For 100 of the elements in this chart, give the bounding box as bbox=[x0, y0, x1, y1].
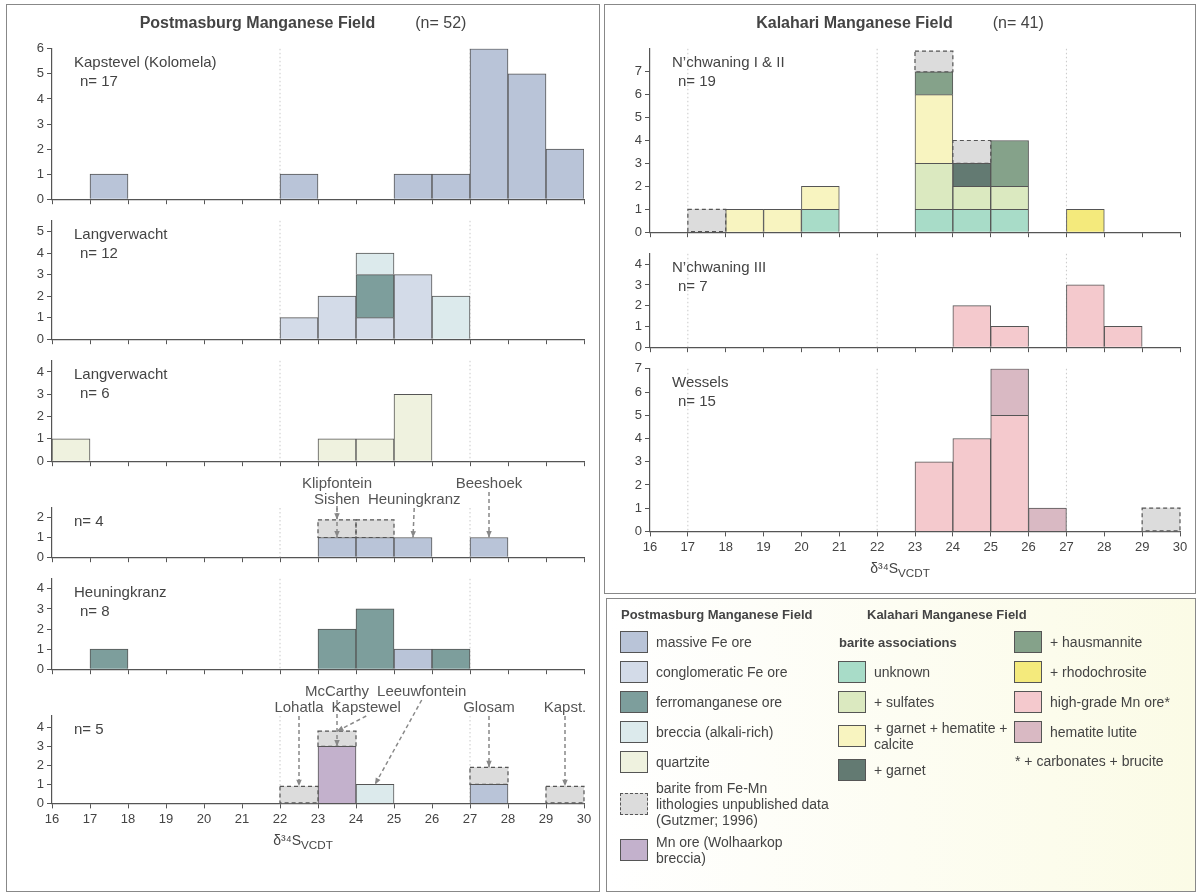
legend-label: + rhodochrosite bbox=[1050, 664, 1147, 680]
x-tick-label: 25 bbox=[386, 810, 402, 826]
y-tick-label: 1 bbox=[634, 200, 642, 216]
legend-label: ferromanganese ore bbox=[656, 694, 783, 710]
annotation: Klipfontein bbox=[301, 474, 373, 491]
y-tick-label: 3 bbox=[36, 737, 44, 753]
y-tick-label: 0 bbox=[36, 548, 44, 564]
y-tick-label: 5 bbox=[634, 406, 642, 422]
annotation: n= 17 bbox=[80, 71, 118, 89]
y-tick-label: 4 bbox=[36, 580, 44, 596]
y-tick-label: 1 bbox=[36, 640, 44, 656]
y-tick-label: 2 bbox=[36, 620, 44, 636]
annotation: Langverwacht bbox=[74, 224, 169, 242]
x-tick-label: 18 bbox=[120, 810, 136, 826]
annotation: McCarthy bbox=[304, 682, 370, 699]
y-tick-label: 4 bbox=[36, 718, 44, 734]
x-tick-label: 28 bbox=[500, 810, 516, 826]
annotation: n= 4 bbox=[74, 512, 104, 529]
legend-label: breccia (alkali-rich) bbox=[656, 724, 774, 740]
y-tick-label: 7 bbox=[634, 360, 642, 376]
y-tick-label: 2 bbox=[634, 476, 642, 492]
y-tick-label: 2 bbox=[36, 140, 44, 156]
y-tick-label: 0 bbox=[36, 330, 44, 346]
x-tick-label: 27 bbox=[462, 810, 478, 826]
y-tick-label: 4 bbox=[36, 90, 44, 106]
annotation: Heuningkranz bbox=[74, 582, 167, 600]
x-tick-label: 19 bbox=[756, 538, 771, 554]
annotation: Kapstewel bbox=[331, 698, 401, 715]
y-tick-label: 2 bbox=[36, 408, 44, 424]
y-tick-label: 0 bbox=[36, 660, 44, 676]
x-tick-label: 30 bbox=[576, 810, 592, 826]
y-tick-label: 1 bbox=[36, 529, 44, 545]
x-tick-label: 29 bbox=[1134, 538, 1150, 554]
y-tick-label: 0 bbox=[36, 794, 44, 810]
x-tick-label: 23 bbox=[310, 810, 326, 826]
y-tick-label: 3 bbox=[634, 155, 642, 170]
y-tick-label: 3 bbox=[36, 385, 44, 401]
y-tick-label: 2 bbox=[36, 756, 44, 772]
y-tick-label: 1 bbox=[634, 318, 642, 334]
x-tick-label: 24 bbox=[945, 538, 961, 554]
x-tick-label: 26 bbox=[1021, 538, 1036, 554]
legend-label: + hausmannite bbox=[1050, 634, 1143, 650]
x-tick-label: 23 bbox=[907, 538, 923, 554]
chart-title: Postmasburg Manganese Field bbox=[139, 14, 376, 31]
y-tick-label: 4 bbox=[634, 255, 642, 271]
x-tick-label: 24 bbox=[348, 810, 364, 826]
y-tick-label: 6 bbox=[634, 86, 642, 102]
y-tick-label: 0 bbox=[634, 338, 642, 354]
y-tick-label: 0 bbox=[634, 223, 642, 239]
y-tick-label: 6 bbox=[634, 383, 642, 399]
annotation: N’chwaning I & II bbox=[672, 52, 785, 70]
annotation: Lohatla bbox=[274, 698, 325, 715]
annotation: n= 12 bbox=[80, 243, 118, 261]
x-tick-label: 27 bbox=[1059, 538, 1074, 554]
annotation: Leeuwfontein bbox=[377, 682, 467, 699]
x-tick-label: 22 bbox=[869, 538, 885, 554]
y-tick-label: 2 bbox=[634, 177, 642, 193]
y-tick-label: 0 bbox=[36, 452, 44, 468]
legend-label: unknown bbox=[874, 664, 931, 680]
chart-subtitle: (n= 41) bbox=[992, 14, 1044, 31]
y-tick-label: 0 bbox=[634, 522, 642, 538]
annotation: Sishen bbox=[314, 490, 360, 507]
chart-subtitle: (n= 52) bbox=[415, 14, 467, 31]
y-tick-label: 4 bbox=[634, 430, 642, 446]
y-tick-label: 5 bbox=[634, 109, 642, 125]
legend-label: Mn ore (Wolhaarkop breccia) bbox=[656, 834, 784, 866]
x-tick-label: 25 bbox=[983, 538, 998, 554]
annotation: n= 5 bbox=[74, 720, 104, 737]
y-tick-label: 3 bbox=[634, 276, 642, 292]
chart-title: Kalahari Manganese Field bbox=[756, 14, 953, 31]
text: * + carbonates + brucite bbox=[1015, 753, 1164, 769]
annotation: Kapst. bbox=[543, 698, 587, 715]
y-tick-label: 4 bbox=[634, 132, 642, 148]
x-tick-label: 21 bbox=[832, 538, 847, 554]
legend-label: conglomeratic Fe ore bbox=[656, 664, 788, 680]
x-tick-label: 17 bbox=[82, 810, 98, 826]
y-tick-label: 5 bbox=[36, 223, 44, 239]
text: Postmasburg Manganese Field bbox=[621, 607, 813, 622]
x-axis-title: δ³⁴S$_{VCDT}$ bbox=[272, 831, 334, 853]
text: barite associations bbox=[839, 635, 957, 650]
x-axis-title: δ³⁴S$_{VCDT}$ bbox=[869, 559, 931, 581]
x-tick-label: 20 bbox=[196, 810, 212, 826]
y-tick-label: 1 bbox=[634, 499, 642, 515]
x-tick-label: 16 bbox=[44, 810, 60, 826]
legend-label: + garnet bbox=[874, 762, 926, 778]
legend-label: quartzite bbox=[656, 754, 710, 770]
x-tick-label: 19 bbox=[158, 810, 174, 826]
legend-label: hematite lutite bbox=[1050, 724, 1138, 740]
x-tick-label: 16 bbox=[642, 538, 658, 554]
x-tick-label: 18 bbox=[718, 538, 733, 554]
annotation: n= 6 bbox=[80, 383, 110, 401]
legend-label: + garnet + hematite + calcite bbox=[874, 720, 1008, 752]
x-tick-label: 28 bbox=[1097, 538, 1112, 554]
legend-label: massive Fe ore bbox=[656, 634, 752, 650]
y-tick-label: 0 bbox=[36, 190, 44, 206]
y-tick-label: 3 bbox=[36, 266, 44, 282]
x-tick-label: 26 bbox=[424, 810, 440, 826]
annotation: Wessels bbox=[672, 372, 729, 390]
annotation: n= 8 bbox=[80, 601, 110, 619]
y-tick-label: 1 bbox=[36, 775, 44, 791]
